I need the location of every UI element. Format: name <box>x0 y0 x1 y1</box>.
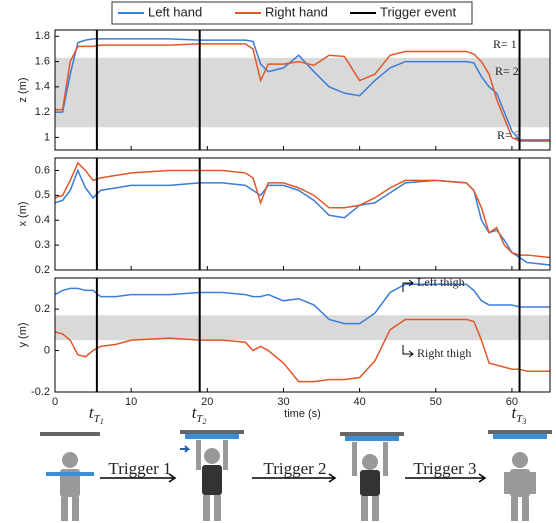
y-tick-label: 0.2 <box>35 303 50 315</box>
y-axis-label: z (m) <box>17 77 29 102</box>
y-axis-label: y (m) <box>17 322 29 347</box>
x-tick-label: 20 <box>201 396 213 408</box>
y-tick-label: 1.2 <box>35 106 50 118</box>
plot-frame <box>55 158 550 270</box>
legend-label: Left hand <box>148 4 202 19</box>
y-tick-label: 0.6 <box>35 164 50 176</box>
band <box>55 58 550 127</box>
trigger-label: tT3 <box>512 403 527 426</box>
x-tick-label: 0 <box>52 396 58 408</box>
x-tick-label: 50 <box>430 396 442 408</box>
step-label: Trigger 2 <box>263 459 326 478</box>
y-tick-label: 1.6 <box>35 55 50 67</box>
annotation: R= 3 <box>497 128 521 142</box>
y-tick-label: 0 <box>44 344 50 356</box>
trigger-label-index: 2 <box>203 417 207 426</box>
legend-label: Right hand <box>265 4 328 19</box>
y-tick-label: 0.5 <box>35 189 50 201</box>
series-line <box>55 170 550 265</box>
y-tick-label: 0.3 <box>35 239 50 251</box>
x-axis-label: time (s) <box>284 408 321 420</box>
annotation-arrow <box>403 280 413 292</box>
step-label: Trigger 3 <box>413 459 476 478</box>
y-tick-label: 1.8 <box>35 30 50 42</box>
y-tick-label: 0.4 <box>35 214 50 226</box>
trigger-label-index: 3 <box>521 417 526 426</box>
series-line <box>55 163 550 258</box>
annotation: R= 2 <box>495 64 519 78</box>
annotation-arrow <box>403 345 413 357</box>
x-tick-label: 10 <box>125 396 137 408</box>
figure: Trigger 1 Trigger 2 Trigger 3 1 1.2 1.4 1.6… <box>0 0 556 523</box>
annotation: Right thigh <box>417 346 471 360</box>
y-tick-label: -0.2 <box>31 386 50 398</box>
x-tick-label: 30 <box>277 396 289 408</box>
y-tick-label: 1 <box>44 131 50 143</box>
legend-label: Trigger event <box>380 4 456 19</box>
page: Trigger 1 Trigger 2 Trigger 3 1 1.2 1.4 1.6… <box>0 0 556 523</box>
trigger-label-index: 1 <box>100 417 104 426</box>
y-axis-label: x (m) <box>17 201 29 226</box>
annotation: Left thigh <box>417 275 465 289</box>
x-tick-label: 40 <box>353 396 365 408</box>
y-tick-label: 1.4 <box>35 81 50 93</box>
annotation: R= 1 <box>493 37 517 51</box>
step-label: Trigger 1 <box>108 459 171 478</box>
y-tick-label: 0.2 <box>35 264 50 276</box>
trigger-label: tT1 <box>89 403 104 426</box>
